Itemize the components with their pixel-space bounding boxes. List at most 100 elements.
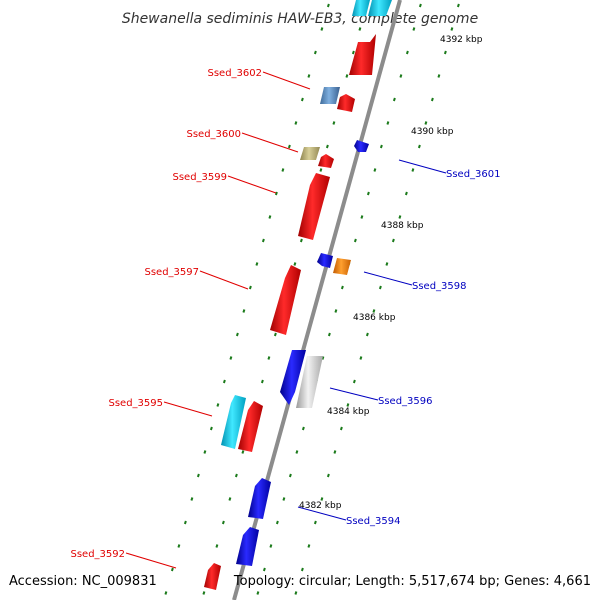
tick-mark	[248, 285, 252, 290]
tick-mark	[170, 567, 174, 572]
label-ssed-3601[interactable]: Ssed_3601	[446, 169, 501, 180]
label-ssed-3595[interactable]: Ssed_3595	[108, 398, 163, 409]
tick-mark	[295, 450, 299, 454]
leader-ssed-3602	[262, 71, 311, 90]
tick-mark	[269, 544, 273, 548]
tick-mark	[340, 285, 344, 290]
gene-ssed-3598[interactable]	[317, 253, 333, 268]
label-ssed-3597[interactable]: Ssed_3597	[144, 267, 199, 278]
label-ssed-3600[interactable]: Ssed_3600	[186, 129, 241, 140]
tick-mark	[326, 3, 330, 8]
scale-label-4384: 4384 kbp	[327, 407, 370, 417]
label-ssed-3596[interactable]: Ssed_3596	[378, 396, 433, 407]
tick-mark	[320, 27, 324, 31]
tick-mark	[313, 520, 317, 525]
tick-mark	[385, 262, 389, 266]
tick-mark	[391, 238, 395, 243]
tick-mark	[345, 74, 349, 78]
accession-text: Accession: NC_009831	[9, 574, 157, 589]
gene-ssed-3593[interactable]	[236, 527, 259, 566]
tick-mark	[196, 473, 200, 478]
tick-mark	[339, 426, 343, 431]
label-ssed-3592[interactable]: Ssed_3592	[70, 549, 125, 560]
gene-ssed-3592[interactable]	[204, 563, 221, 590]
tick-mark	[352, 379, 356, 384]
label-ssed-3602[interactable]: Ssed_3602	[207, 68, 262, 79]
gene-labels: Ssed_3602 Ssed_3600 Ssed_3599 Ssed_3597 …	[70, 68, 500, 560]
tick-mark	[222, 379, 226, 384]
tick-mark	[320, 497, 324, 501]
gene-cyan-top[interactable]	[352, 0, 370, 16]
gene-ssed-3602[interactable]	[320, 87, 340, 104]
tick-mark	[332, 121, 336, 125]
tick-mark	[417, 144, 421, 149]
label-ssed-3594[interactable]: Ssed_3594	[346, 516, 401, 527]
tick-mark	[379, 144, 383, 149]
label-ssed-3598[interactable]: Ssed_3598	[412, 281, 467, 292]
leader-ssed-3592	[125, 552, 177, 569]
tick-mark	[334, 309, 338, 313]
gene-ssed-3603[interactable]	[349, 34, 376, 75]
tick-mark	[282, 497, 286, 501]
tick-mark	[313, 50, 317, 55]
gene-cyan-reverse-top[interactable]	[368, 0, 392, 16]
tick-mark	[241, 450, 245, 454]
tick-mark	[418, 3, 422, 8]
gene-ssed-3595-cyan[interactable]	[221, 395, 246, 449]
tick-mark	[256, 591, 260, 595]
tick-mark	[267, 356, 271, 360]
tick-mark	[333, 450, 337, 454]
tick-mark	[404, 191, 408, 196]
tick-mark	[327, 332, 331, 337]
gene-ssed-3596[interactable]	[280, 350, 306, 405]
tick-mark	[293, 262, 297, 266]
tick-mark	[268, 215, 272, 219]
tick-mark	[209, 426, 213, 431]
tick-mark	[372, 309, 376, 313]
tick-mark	[229, 356, 233, 360]
gene-ssed-3598b[interactable]	[333, 258, 351, 275]
gene-ssed-3600[interactable]	[300, 147, 320, 160]
leader-ssed-3600	[241, 132, 299, 153]
tick-mark	[351, 50, 355, 55]
tick-mark	[235, 332, 239, 337]
tick-mark	[203, 450, 207, 454]
tick-mark	[399, 74, 403, 78]
tick-mark	[234, 473, 238, 478]
topology-text: Topology: circular; Length: 5,517,674 bp…	[233, 574, 591, 589]
tick-mark	[164, 591, 168, 595]
gene-ssed-3601[interactable]	[354, 140, 369, 152]
tick-mark	[346, 403, 350, 407]
tick-mark	[273, 332, 277, 337]
gene-ssed-3594[interactable]	[248, 478, 271, 519]
tick-mark	[294, 121, 298, 125]
tick-mark	[360, 215, 364, 219]
gene-ssed-3600b[interactable]	[318, 154, 334, 168]
tick-mark	[326, 473, 330, 478]
tick-mark	[260, 379, 264, 384]
tick-mark	[190, 497, 194, 501]
tick-mark	[281, 168, 285, 172]
tick-mark	[275, 520, 279, 525]
gene-ssed-3597[interactable]	[270, 265, 301, 335]
gene-ssed-3596-grey[interactable]	[296, 356, 323, 408]
scale-label-4388: 4388 kbp	[381, 221, 424, 231]
leader-ssed-3594	[297, 506, 347, 521]
tick-mark	[242, 309, 246, 313]
gene-ssed-3602b[interactable]	[337, 94, 355, 112]
gene-ssed-3599[interactable]	[298, 173, 330, 240]
leader-ssed-3597	[199, 270, 249, 290]
tick-mark	[443, 50, 447, 55]
tick-mark	[300, 97, 304, 102]
tick-mark	[319, 168, 323, 172]
tick-mark	[288, 473, 292, 478]
tick-mark	[228, 497, 232, 501]
tick-mark	[392, 97, 396, 102]
tick-mark	[365, 332, 369, 337]
tick-track-left-outer	[164, 3, 330, 595]
tick-mark	[321, 356, 325, 360]
tick-mark	[366, 191, 370, 196]
label-ssed-3599[interactable]: Ssed_3599	[172, 172, 227, 183]
gene-ssed-3595[interactable]	[238, 401, 263, 452]
